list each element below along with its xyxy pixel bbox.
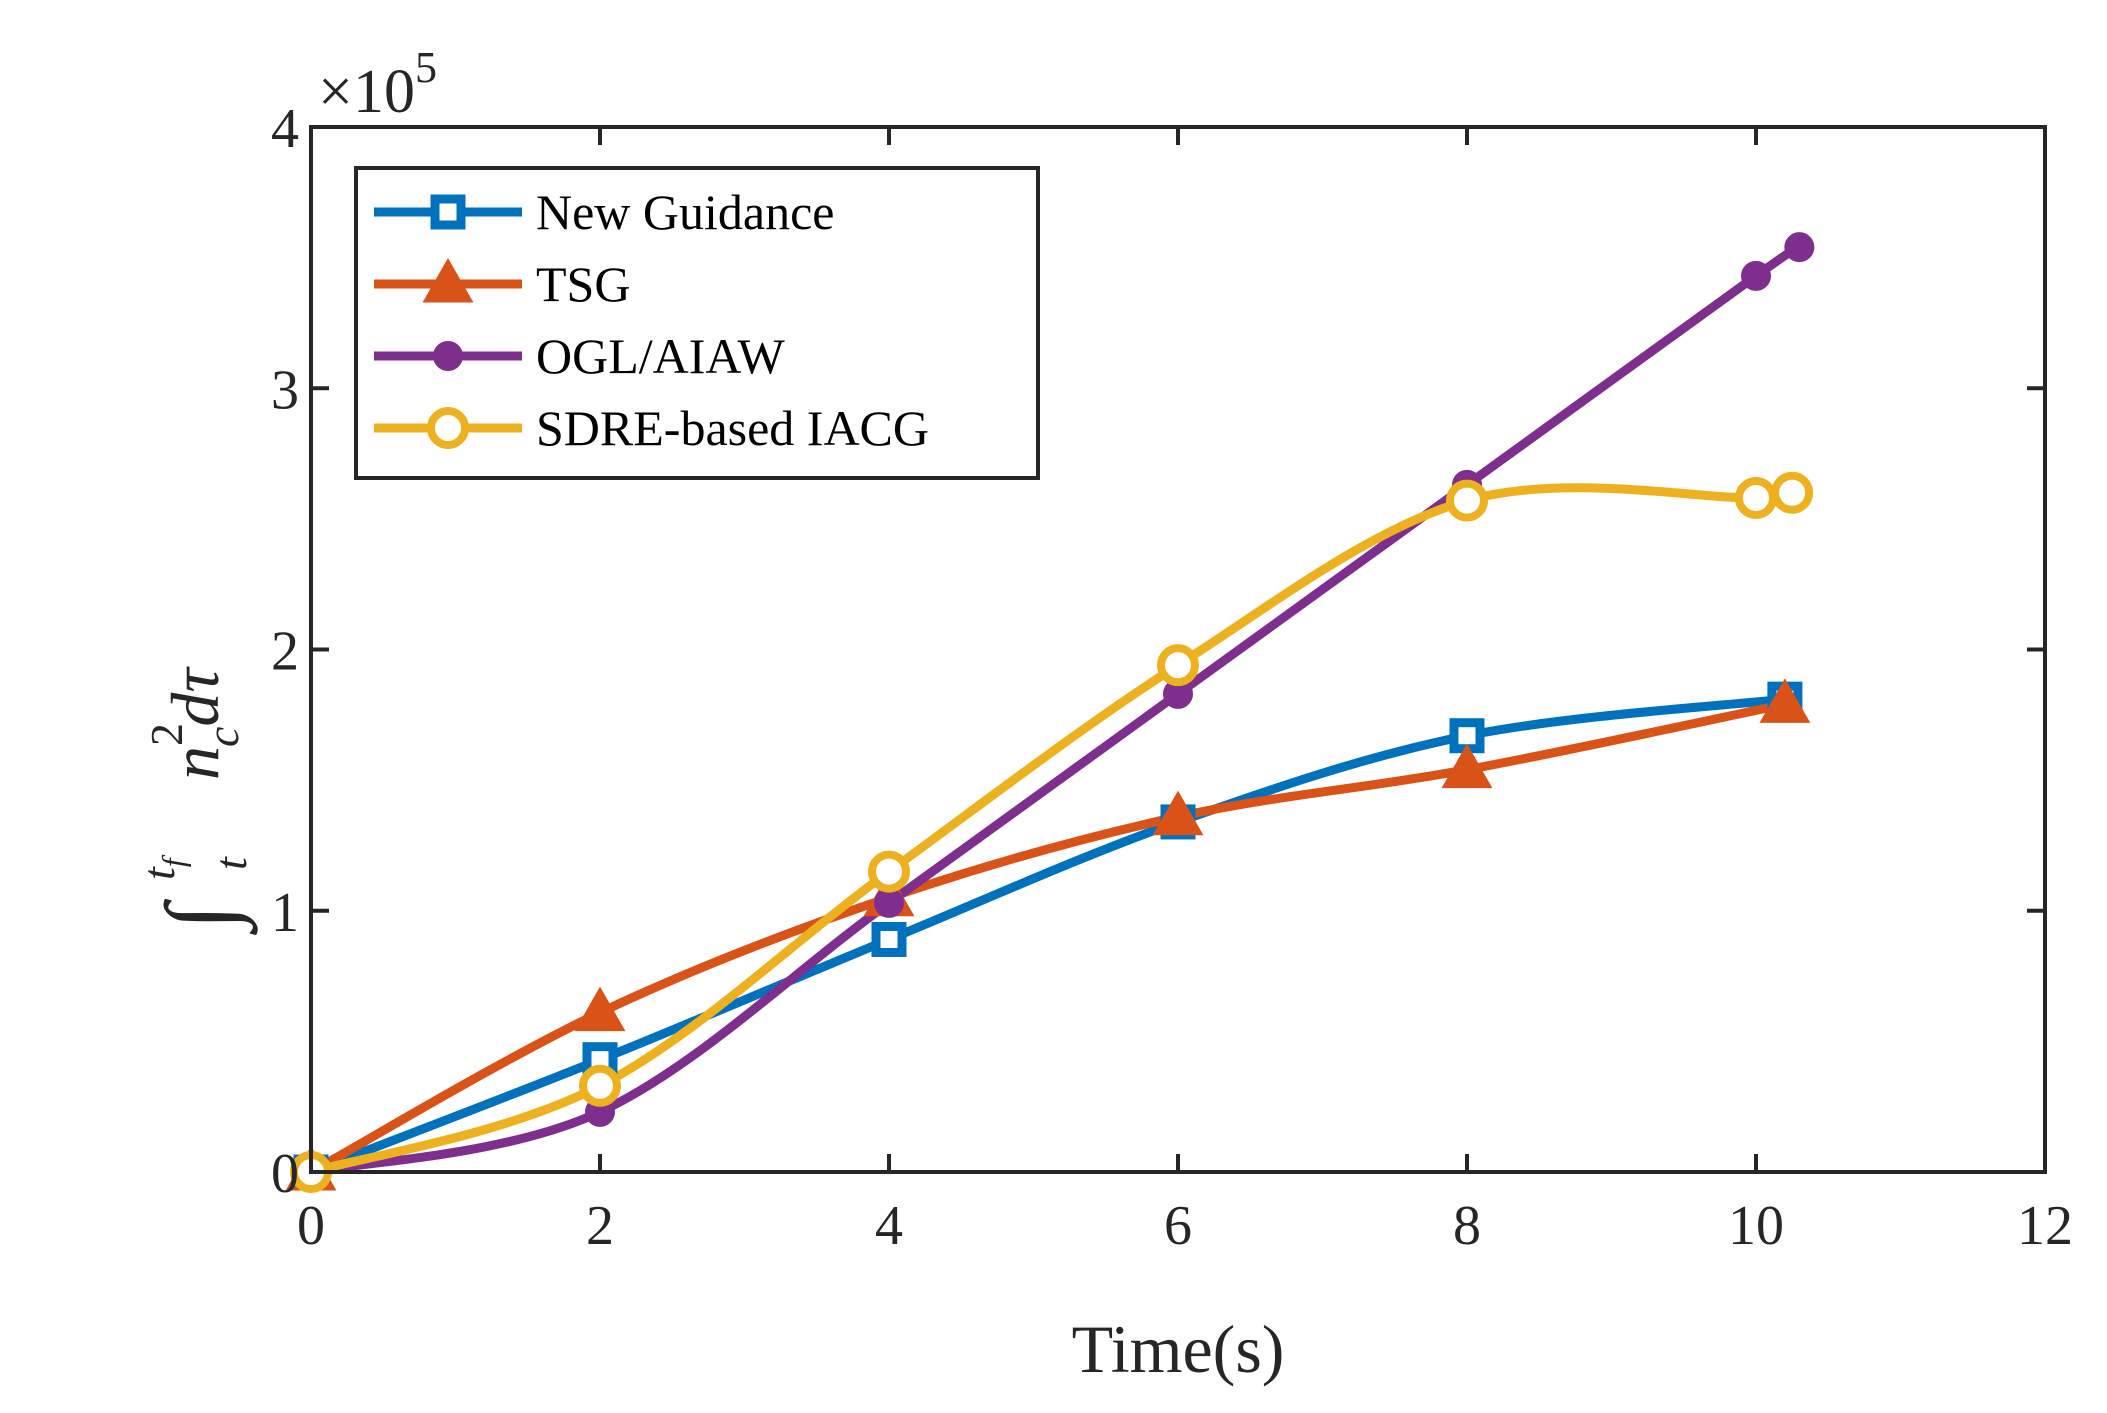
y-tick-label: 0 <box>271 1143 299 1205</box>
legend-marker-sdre-based-iacg <box>427 407 469 449</box>
y-tick-label: 4 <box>271 98 299 160</box>
data-point-ogl-aiaw-5 <box>1741 260 1771 291</box>
y-title-integrand: n2 cdτ <box>141 666 248 780</box>
y-tick-label: 3 <box>271 359 299 421</box>
y-title-lower-limit: t <box>205 856 256 870</box>
x-tick-label: 10 <box>1728 1195 1784 1257</box>
y-axis-title: ∫ tf t n2 cdτ <box>133 666 258 936</box>
y-title-upper-limit: tf <box>133 854 191 880</box>
legend-label-new-guidance: New Guidance <box>536 184 835 240</box>
y-multiplier: ×105 <box>318 43 437 126</box>
data-point-sdre-based-iacg-1 <box>579 1064 621 1107</box>
data-point-sdre-based-iacg-6 <box>1771 471 1814 514</box>
y-multiplier-exponent: 5 <box>415 43 437 92</box>
y-tick-label: 1 <box>271 882 299 944</box>
x-tick-label: 12 <box>2017 1195 2073 1257</box>
data-point-ogl-aiaw-2 <box>874 887 904 918</box>
data-point-sdre-based-iacg-5 <box>1735 476 1777 519</box>
data-point-new-guidance-2 <box>871 921 907 957</box>
data-point-sdre-based-iacg-2 <box>868 850 910 893</box>
data-point-ogl-aiaw-6 <box>1784 232 1815 263</box>
legend-marker-ogl-aiaw <box>433 341 463 371</box>
x-tick-label: 4 <box>875 1195 903 1257</box>
legend: New Guidance TSG OGL/AIAW SDRE-based IACG <box>354 166 1040 480</box>
data-point-tsg-5 <box>1759 678 1811 723</box>
x-tick-label: 6 <box>1164 1195 1192 1257</box>
ticks <box>309 125 2047 1174</box>
y-title-integral: ∫ <box>146 898 258 936</box>
x-axis-title: Time(s) <box>1072 1311 1285 1387</box>
data-point-tsg-3 <box>1152 790 1204 836</box>
legend-marker-new-guidance <box>430 194 466 230</box>
series-line-sdre-based-iacg <box>306 483 1797 1177</box>
legend-label-tsg: TSG <box>536 256 630 312</box>
plot-markers <box>285 232 1815 1193</box>
y-multiplier-base: ×10 <box>318 58 415 126</box>
legend-entries: New Guidance TSG OGL/AIAW SDRE-based IACG <box>374 184 929 456</box>
legend-label-sdre-based-iacg: SDRE-based IACG <box>536 400 929 456</box>
data-point-tsg-1 <box>574 986 626 1032</box>
legend-marker-tsg <box>422 257 474 303</box>
data-point-tsg-4 <box>1441 743 1493 789</box>
series-line-new-guidance <box>306 694 1790 1177</box>
y-tick-label: 2 <box>271 621 299 683</box>
series-line-tsg <box>306 699 1790 1177</box>
data-point-sdre-based-iacg-4 <box>1446 479 1488 522</box>
data-point-sdre-based-iacg-3 <box>1157 644 1199 687</box>
x-tick-label: 8 <box>1453 1195 1481 1257</box>
x-tick-label: 0 <box>297 1195 325 1257</box>
legend-label-ogl-aiaw: OGL/AIAW <box>536 328 786 384</box>
x-tick-label: 2 <box>586 1195 614 1257</box>
